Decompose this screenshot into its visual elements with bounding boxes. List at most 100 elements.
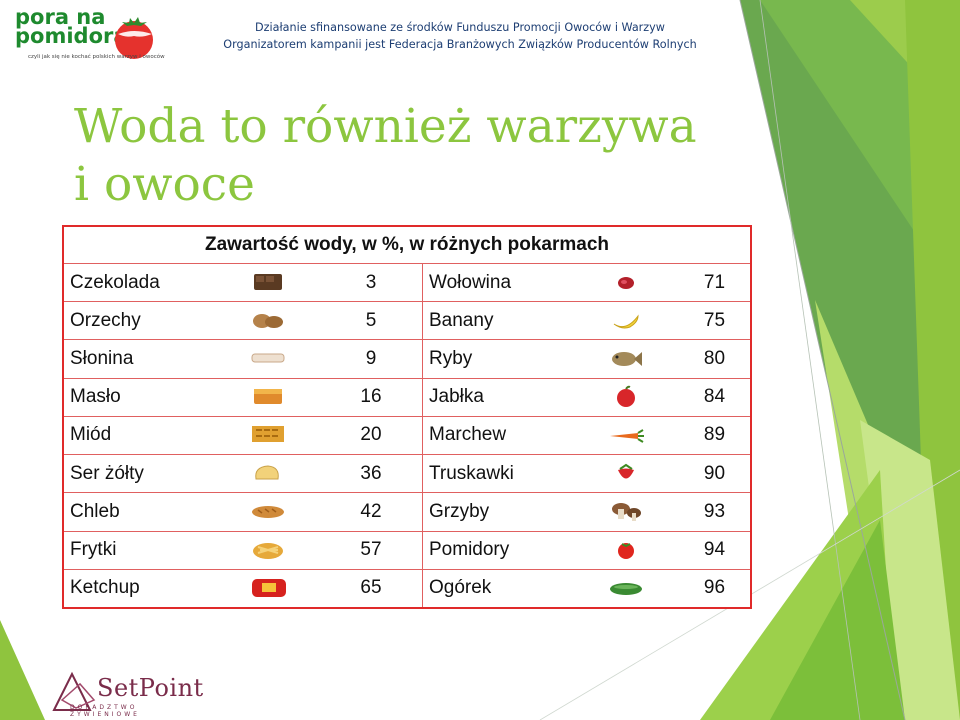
tomato-icon — [115, 17, 153, 59]
water-value-left: 16 — [320, 378, 423, 417]
mushroom-icon — [612, 502, 641, 521]
table-row: Miód 20 Marchew 89 — [64, 416, 750, 456]
food-picture-right — [575, 416, 679, 456]
water-value-right: 94 — [679, 531, 750, 570]
strawberry-icon — [618, 463, 634, 479]
food-picture-left — [218, 531, 320, 570]
table-header-row: Zawartość wody, w %, w różnych pokarmach — [64, 227, 750, 264]
logo-text-line1: pora na — [15, 5, 106, 29]
water-value-right: 93 — [679, 492, 750, 532]
food-picture-left — [218, 569, 320, 607]
food-name-left: Ser żółty — [64, 454, 218, 494]
water-value-right: 89 — [679, 416, 750, 456]
table-row: Chleb 42 Grzyby 93 — [64, 492, 750, 532]
food-name-left: Chleb — [64, 492, 218, 532]
food-name-right: Ogórek — [429, 577, 492, 599]
tomato-icon — [618, 543, 634, 560]
setpoint-logo: SetPoint DORADZTWO ŻYWIENIOWE — [50, 670, 210, 718]
water-content-table: Zawartość wody, w %, w różnych pokarmach… — [62, 225, 752, 609]
funding-header: Działanie sfinansowane ze środków Fundus… — [180, 19, 740, 53]
water-value-left: 36 — [320, 454, 423, 494]
campaign-logo: pora na pomidora czyli jak się nie kocha… — [10, 5, 165, 66]
fries-icon — [253, 543, 283, 560]
water-value-right: 96 — [703, 577, 726, 599]
food-picture-left — [218, 301, 320, 341]
food-name-right: Banany — [422, 301, 575, 341]
food-picture-left — [218, 339, 320, 379]
food-name-left: Miód — [64, 416, 218, 456]
water-value-right: 80 — [679, 339, 750, 379]
food-name-left: Masło — [64, 378, 218, 417]
food-picture-left — [218, 378, 320, 417]
apple-icon — [617, 386, 635, 408]
food-picture-right — [575, 263, 679, 303]
food-picture-right — [575, 454, 679, 494]
banana-icon — [613, 314, 639, 329]
butter-icon — [254, 389, 282, 405]
food-name-left: Frytki — [64, 531, 218, 570]
water-value-left: 20 — [320, 416, 423, 456]
nuts-icon — [253, 313, 283, 328]
food-picture-left — [218, 416, 320, 456]
logo-text-line2: pomidora — [15, 24, 128, 48]
setpoint-subtitle: DORADZTWO ŻYWIENIOWE — [70, 704, 140, 718]
food-picture-left — [218, 263, 320, 303]
slide-title: Woda to również warzywa i owoce — [74, 99, 697, 212]
header-line-1: Działanie sfinansowane ze środków Fundus… — [255, 21, 665, 34]
water-value-left: 42 — [320, 492, 423, 532]
water-table: Zawartość wody, w %, w różnych pokarmach… — [64, 227, 750, 607]
table-row: Czekolada 3 Wołowina 71 — [64, 263, 750, 303]
food-name-left: Czekolada — [64, 263, 218, 303]
cucumber-icon — [610, 583, 642, 596]
logo-wordmark: pora na pomidora — [15, 5, 128, 48]
food-name-right: Grzyby — [422, 492, 575, 532]
table-caption: Zawartość wody, w %, w różnych pokarmach — [64, 227, 750, 264]
water-value-left: 57 — [320, 531, 423, 570]
setpoint-emblem-icon — [52, 671, 96, 711]
beef-icon — [618, 276, 634, 289]
ketchup-icon — [252, 579, 286, 598]
table-row: Masło 16 Jabłka 84 — [64, 378, 750, 417]
water-value-right: 90 — [679, 454, 750, 494]
cheese-icon — [255, 465, 279, 480]
food-picture-left — [218, 492, 320, 532]
water-value-right: 71 — [679, 263, 750, 303]
food-picture-right — [575, 378, 679, 417]
food-picture-left — [218, 454, 320, 494]
water-value-left: 5 — [320, 301, 423, 341]
water-value-left: 9 — [320, 339, 423, 379]
food-name-left: Ketchup — [70, 577, 140, 599]
food-picture-right — [575, 569, 679, 607]
table-row: Frytki 57 Pomidory 94 — [64, 531, 750, 570]
carrot-icon — [610, 429, 644, 444]
food-name-right: Ryby — [422, 339, 575, 379]
food-name-right: Marchew — [422, 416, 575, 456]
table-row: Ketchup 65 Ogórek 96 — [64, 569, 750, 607]
table-body: Czekolada 3 Wołowina 71 Orzechy 5 Banany 75 Słon… — [64, 263, 750, 607]
food-picture-right — [575, 531, 679, 570]
food-picture-right — [575, 339, 679, 379]
water-value-right: 84 — [679, 378, 750, 417]
bread-icon — [252, 505, 284, 518]
chocolate-icon — [254, 273, 282, 290]
lard-icon — [251, 353, 285, 363]
food-name-right: Wołowina — [422, 263, 575, 303]
food-picture-right — [575, 301, 679, 341]
water-value-left: 65 — [320, 569, 423, 607]
header-line-2: Organizatorem kampanii jest Federacja Br… — [223, 38, 697, 51]
table-row: Orzechy 5 Banany 75 — [64, 301, 750, 341]
water-value-left: 3 — [320, 263, 423, 303]
table-row: Ser żółty 36 Truskawki 90 — [64, 454, 750, 494]
food-name-right: Jabłka — [422, 378, 575, 417]
setpoint-name: SetPoint — [97, 674, 204, 702]
honey-icon — [252, 426, 284, 443]
fish-icon — [612, 352, 642, 367]
table-row: Słonina 9 Ryby 80 — [64, 339, 750, 379]
food-name-left: Słonina — [64, 339, 218, 379]
food-name-right: Pomidory — [422, 531, 575, 570]
food-picture-right — [575, 492, 679, 532]
logo-tagline: czyli jak się nie kochać polskich warzyw… — [28, 54, 165, 60]
water-value-right: 75 — [679, 301, 750, 341]
food-name-left: Orzechy — [64, 301, 218, 341]
